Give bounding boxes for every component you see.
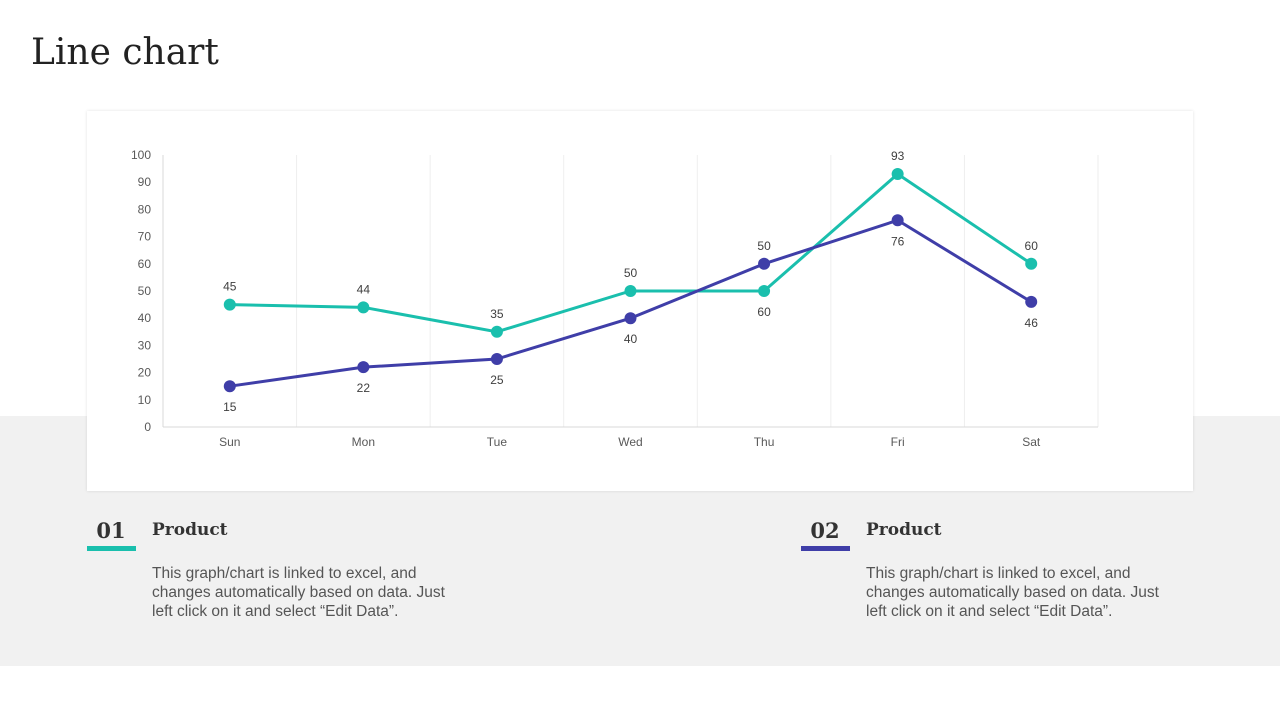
data-point: [891, 168, 904, 181]
y-tick-label: 30: [138, 338, 152, 352]
data-point: [1025, 295, 1038, 308]
data-point: [490, 325, 503, 338]
x-tick-label: Wed: [618, 435, 642, 449]
x-tick-label: Fri: [891, 435, 905, 449]
series-line: [229, 218, 1032, 388]
block-description: This graph/chart is linked to excel, and…: [152, 565, 445, 620]
page-title: Line chart: [31, 32, 219, 73]
y-tick-label: 80: [138, 202, 152, 216]
y-tick-label: 0: [144, 420, 151, 434]
data-label: 46: [1025, 316, 1039, 330]
data-label: 22: [357, 381, 371, 395]
data-label: 40: [624, 332, 638, 346]
block-heading: Product: [152, 520, 228, 540]
data-label: 60: [1025, 239, 1039, 253]
data-point: [223, 298, 236, 311]
data-label: 45: [223, 280, 237, 294]
y-tick-label: 10: [138, 393, 152, 407]
y-tick-label: 20: [138, 366, 152, 380]
y-tick-label: 90: [138, 175, 152, 189]
data-label: 15: [223, 400, 237, 414]
x-tick-label: Mon: [352, 435, 375, 449]
series-line: [229, 172, 1033, 334]
y-tick-label: 40: [138, 311, 152, 325]
data-label: 76: [891, 234, 905, 248]
block-description: This graph/chart is linked to excel, and…: [866, 565, 1159, 620]
data-point: [758, 257, 771, 270]
data-point: [891, 214, 904, 227]
block-number: 02: [810, 518, 840, 543]
data-point: [357, 361, 370, 374]
series-color-bar: [801, 546, 850, 551]
block-number: 01: [96, 518, 126, 543]
data-label: 44: [357, 282, 371, 296]
y-tick-label: 70: [138, 230, 152, 244]
chart-card[interactable]: [87, 111, 1193, 491]
data-point: [624, 285, 637, 297]
data-label: 35: [490, 307, 504, 321]
y-tick-label: 100: [131, 148, 151, 162]
series-color-bar: [87, 546, 136, 551]
data-label: 50: [757, 239, 771, 253]
data-point: [490, 353, 503, 365]
data-point: [758, 285, 771, 297]
data-label: 93: [891, 149, 905, 163]
block-heading: Product: [866, 520, 942, 540]
data-point: [624, 312, 637, 325]
y-tick-label: 50: [138, 284, 152, 298]
x-tick-label: Sat: [1022, 435, 1041, 449]
y-tick-label: 60: [138, 257, 152, 271]
data-label: 50: [624, 266, 638, 280]
data-point: [223, 380, 236, 393]
data-label: 25: [490, 373, 504, 387]
data-point: [357, 301, 370, 314]
x-tick-label: Tue: [487, 435, 508, 449]
data-label: 60: [757, 305, 771, 319]
x-tick-label: Sun: [219, 435, 240, 449]
data-point: [1025, 257, 1038, 270]
x-tick-label: Thu: [754, 435, 775, 449]
